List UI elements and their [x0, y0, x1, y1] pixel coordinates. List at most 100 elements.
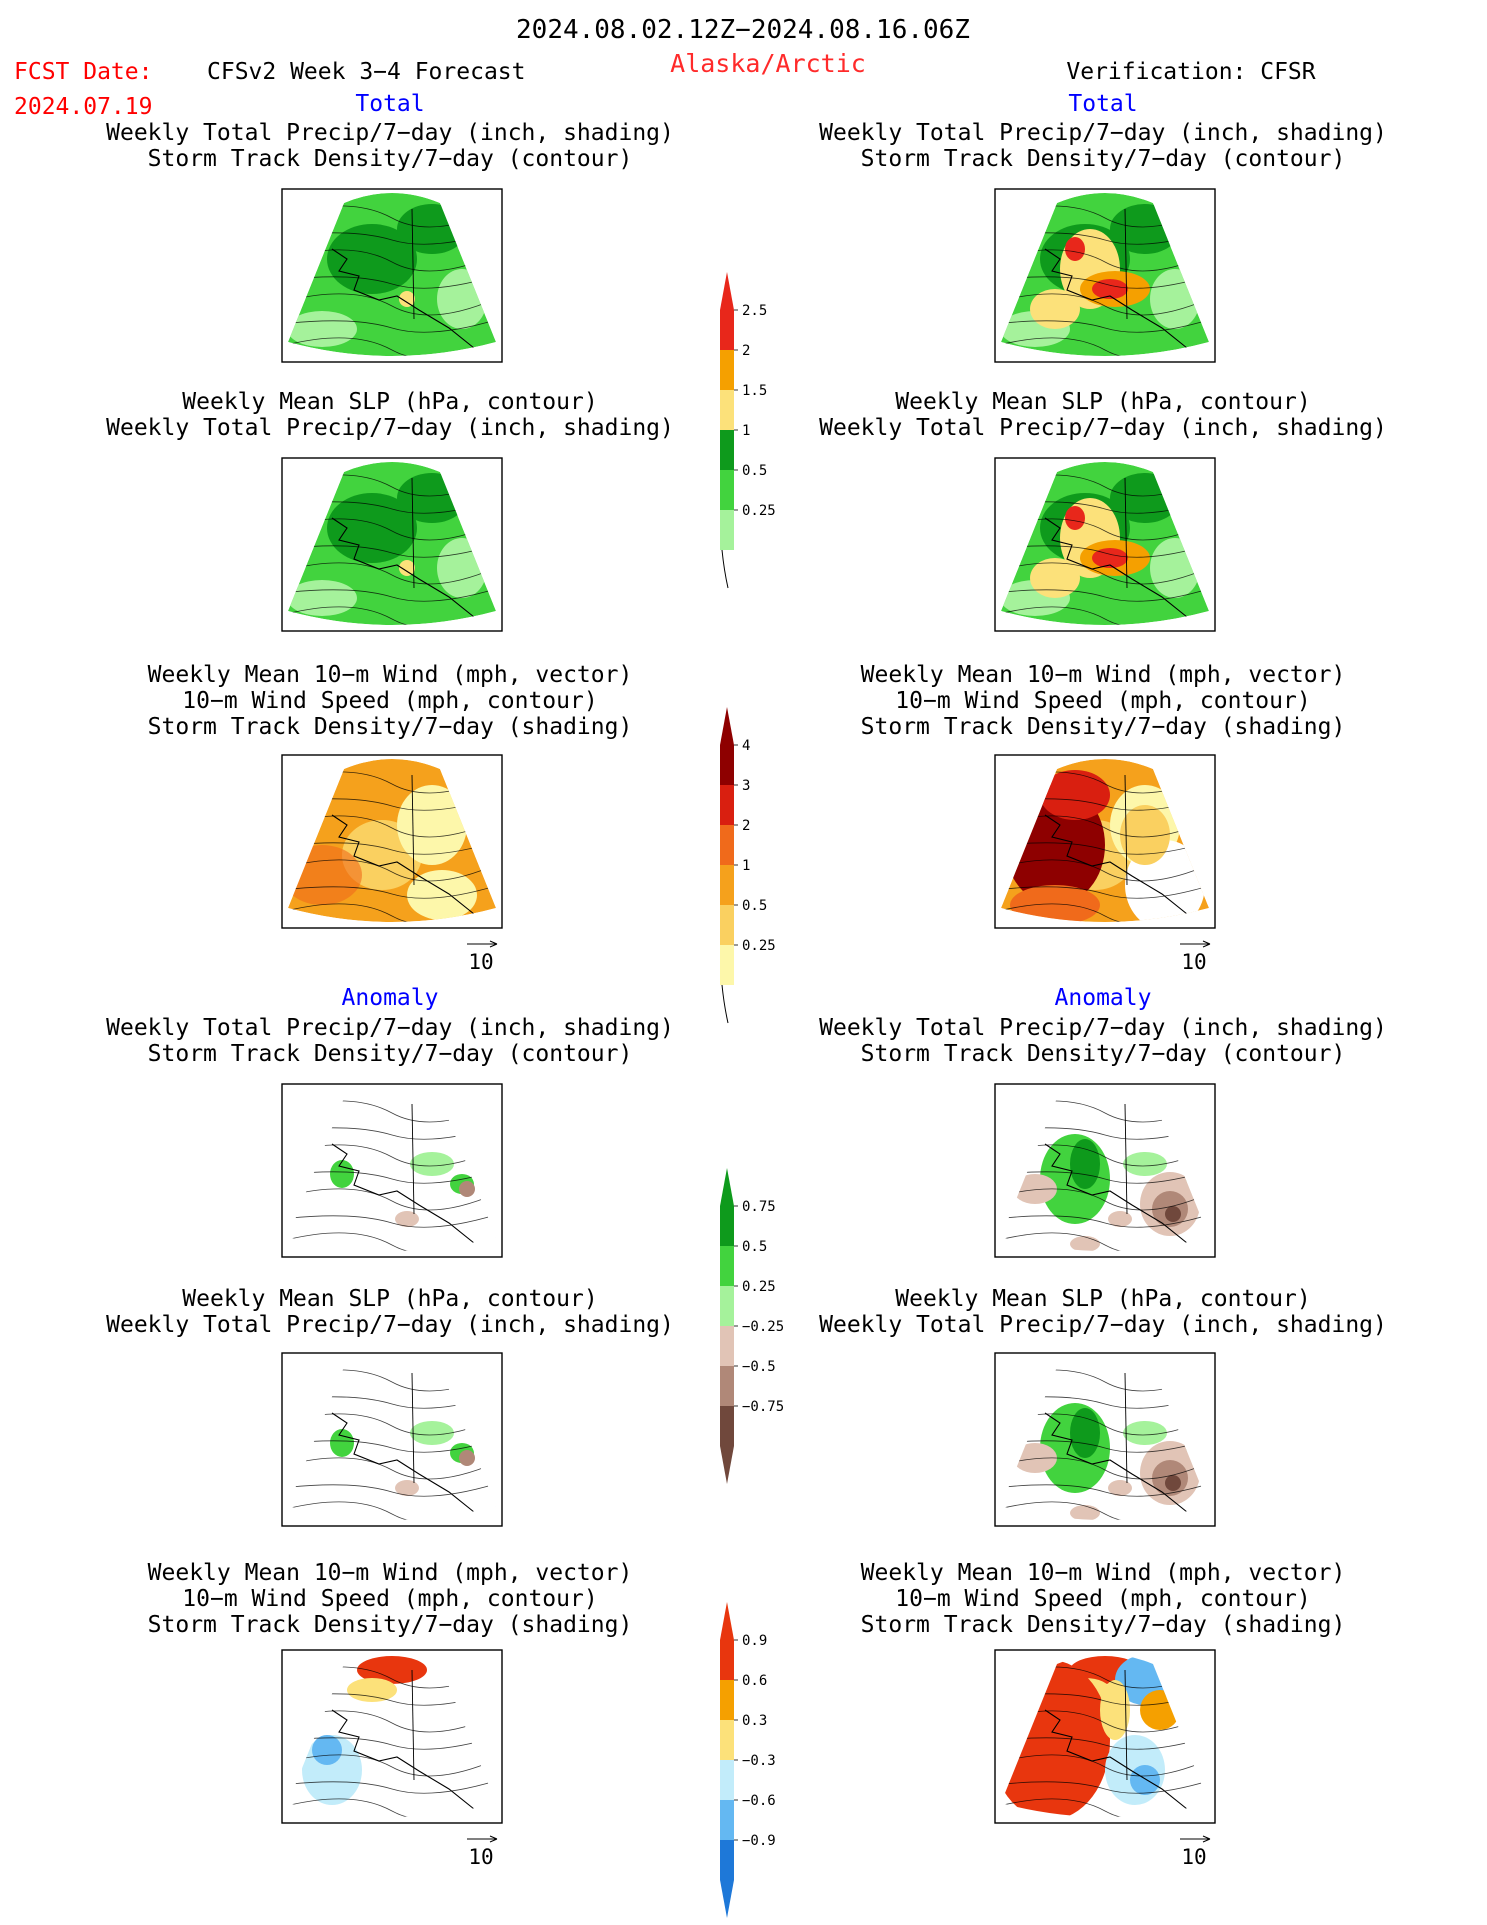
colorbar-label: 0.25: [742, 1279, 776, 1295]
map-plot: [281, 188, 503, 363]
wind-reference-label: 10: [1181, 950, 1206, 974]
colorbar-storm-total: 4 3 2 1 0.5 0.25: [720, 707, 776, 1024]
panel-title-line: 10−m Wind Speed (mph, contour): [182, 688, 597, 714]
colorbar-label: 0.6: [742, 1673, 767, 1689]
colorbar-label: −0.75: [742, 1399, 784, 1415]
panel-title-line: Storm Track Density/7−day (contour): [148, 1041, 633, 1067]
panel-fcst-total-precip: Weekly Total Precip/7−day (inch, shading…: [106, 120, 674, 363]
panel-title-line: Weekly Total Precip/7−day (inch, shading…: [106, 1015, 674, 1041]
map-plot: [281, 1649, 503, 1824]
colorbar-swatch: [720, 1246, 734, 1286]
panel-title-line: Weekly Total Precip/7−day (inch, shading…: [106, 120, 674, 146]
panel-title-line: Weekly Total Precip/7−day (inch, shading…: [819, 1312, 1387, 1338]
colorbar-label: 0.5: [742, 463, 767, 479]
colorbar-label: 0.25: [742, 938, 776, 954]
colorbar-label: −0.5: [742, 1359, 776, 1375]
colorbar-swatch: [720, 1206, 734, 1246]
colorbar-label: 2: [742, 818, 750, 834]
colorbar-label: −0.6: [742, 1793, 776, 1809]
region-title: Alaska/Arctic: [670, 49, 866, 78]
panel-fcst-total-slp: Weekly Mean SLP (hPa, contour)Weekly Tot…: [106, 389, 674, 632]
colorbar-swatch: [720, 1720, 734, 1760]
colorbar-swatch: [720, 1326, 734, 1366]
panel-title-line: Weekly Total Precip/7−day (inch, shading…: [106, 1312, 674, 1338]
wind-reference-vector: 10: [467, 940, 498, 974]
colorbar-swatch: [720, 905, 734, 945]
section-anomaly-forecast: Anomaly: [342, 985, 439, 1011]
colorbar-swatch: [720, 1680, 734, 1720]
panel-title-line: Weekly Mean SLP (hPa, contour): [182, 1286, 597, 1312]
colorbar-label: 0.5: [742, 1239, 767, 1255]
map-plot: [281, 754, 503, 929]
colorbar-label: 3: [742, 778, 750, 794]
map-plot: [994, 1352, 1216, 1527]
colorbar-swatch: [720, 785, 734, 825]
map-plot: [994, 754, 1216, 929]
panel-title-line: Storm Track Density/7−day (contour): [861, 146, 1346, 172]
panel-title-line: Weekly Total Precip/7−day (inch, shading…: [819, 120, 1387, 146]
fcst-date-label: FCST Date:: [14, 59, 152, 85]
map-plot: [994, 457, 1216, 632]
colorbar-swatch: [720, 1366, 734, 1406]
panel-fcst-anom-precip: Weekly Total Precip/7−day (inch, shading…: [106, 1015, 674, 1258]
panel-title-line: Storm Track Density/7−day (contour): [861, 1041, 1346, 1067]
colorbar-label: −0.25: [742, 1319, 784, 1335]
wind-reference-label: 10: [468, 1845, 493, 1869]
panel-title-line: Weekly Mean SLP (hPa, contour): [895, 389, 1310, 415]
panel-title-line: Weekly Mean 10−m Wind (mph, vector): [861, 662, 1346, 688]
wind-reference-vector: 10: [467, 1835, 498, 1869]
colorbar-precip-total: 2.5 2 1.5 1 0.5 0.25: [720, 272, 776, 589]
colorbar-label: 0.5: [742, 898, 767, 914]
panel-title-line: Weekly Mean SLP (hPa, contour): [895, 1286, 1310, 1312]
colorbar-swatch: [720, 1800, 734, 1840]
colorbar-label: −0.3: [742, 1753, 776, 1769]
colorbar-swatch: [720, 1640, 734, 1680]
colorbar-label: 1: [742, 858, 750, 874]
panel-title-line: Weekly Total Precip/7−day (inch, shading…: [819, 1015, 1387, 1041]
colorbar-swatch: [720, 470, 734, 510]
colorbar-swatch: [720, 945, 734, 985]
section-total-verification: Total: [1068, 91, 1137, 117]
section-anomaly-verification: Anomaly: [1055, 985, 1152, 1011]
colorbar-swatch: [720, 430, 734, 470]
colorbar-label: 4: [742, 738, 750, 754]
panel-title-line: Storm Track Density/7−day (shading): [861, 1612, 1346, 1638]
colorbar-swatch: [720, 1286, 734, 1326]
panel-title-line: 10−m Wind Speed (mph, contour): [895, 1586, 1310, 1612]
model-title: CFSv2 Week 3−4 Forecast: [207, 59, 526, 85]
colorbar-swatch: [720, 1406, 734, 1446]
map-plot: [281, 1083, 503, 1258]
panel-title-line: 10−m Wind Speed (mph, contour): [895, 688, 1310, 714]
panel-title-line: Weekly Mean 10−m Wind (mph, vector): [861, 1560, 1346, 1586]
colorbar-storm-anom: 0.9 0.6 0.3 −0.3 −0.6 −0.9: [720, 1602, 776, 1918]
colorbar-swatch: [720, 1760, 734, 1800]
colorbar-swatch: [720, 1840, 734, 1880]
colorbar-label: 2: [742, 343, 750, 359]
colorbar-label: 2.5: [742, 303, 767, 319]
colorbar-swatch: [720, 825, 734, 865]
map-plot: [281, 1352, 503, 1527]
panel-title-line: Weekly Mean 10−m Wind (mph, vector): [148, 662, 633, 688]
colorbar-swatch: [720, 310, 734, 350]
map-plot: [281, 457, 503, 632]
panel-title-line: Weekly Total Precip/7−day (inch, shading…: [819, 415, 1387, 441]
colorbar-precip-anom: 0.75 0.5 0.25 −0.25 −0.5 −0.75: [720, 1168, 784, 1484]
panel-title-line: Weekly Mean SLP (hPa, contour): [182, 389, 597, 415]
panel-title-line: Weekly Total Precip/7−day (inch, shading…: [106, 415, 674, 441]
colorbar-label: 0.3: [742, 1713, 767, 1729]
colorbar-swatch: [720, 350, 734, 390]
wind-reference-vector: 10: [1180, 940, 1211, 974]
colorbar-swatch: [720, 510, 734, 550]
panel-title-line: Storm Track Density/7−day (shading): [148, 1612, 633, 1638]
colorbar-label: 0.75: [742, 1199, 776, 1215]
wind-reference-label: 10: [1181, 1845, 1206, 1869]
panel-fcst-anom-wind: Weekly Mean 10−m Wind (mph, vector)10−m …: [148, 1560, 633, 1869]
date-range: 2024.08.02.12Z−2024.08.16.06Z: [516, 15, 970, 45]
panel-title-line: Storm Track Density/7−day (shading): [861, 714, 1346, 740]
colorbar-swatch: [720, 745, 734, 785]
verification-title: Verification: CFSR: [1066, 59, 1315, 85]
colorbar-swatch: [720, 865, 734, 905]
panel-title-line: Storm Track Density/7−day (contour): [148, 146, 633, 172]
panel-obs-anom-precip: Weekly Total Precip/7−day (inch, shading…: [819, 1015, 1387, 1258]
